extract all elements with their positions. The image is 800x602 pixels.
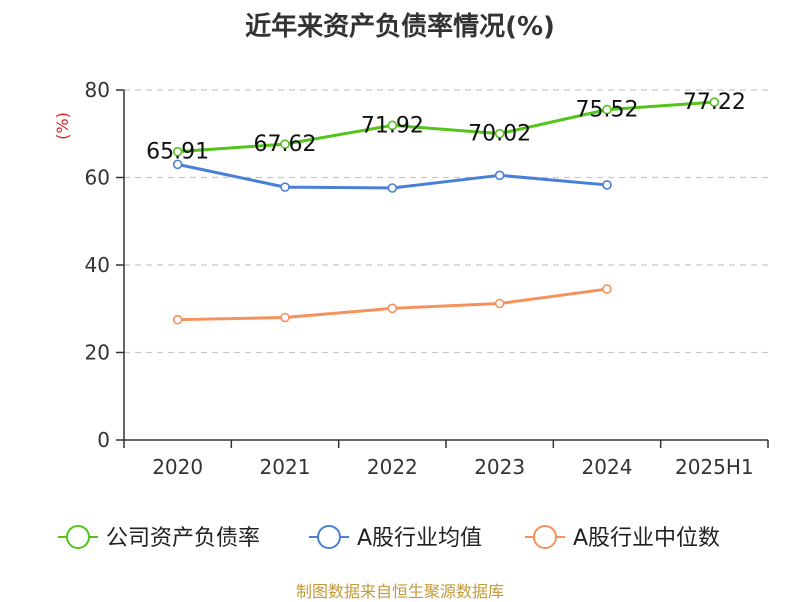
- data-point-1-2020: [172, 159, 183, 170]
- data-label-2023: 70.02: [468, 122, 531, 147]
- data-point-0-2021: [280, 139, 290, 149]
- data-point-0-2020: [172, 146, 183, 157]
- legend-item-1: A股行业均值: [309, 525, 482, 551]
- legend-label-1: A股行业均值: [357, 526, 482, 551]
- data-label-2025H1: 77.22: [683, 90, 746, 115]
- y-tick-label-20: 20: [85, 341, 110, 365]
- data-point-2-2024: [602, 284, 612, 294]
- y-tick-label-60: 60: [85, 166, 110, 190]
- x-tick-label-2025H1: 2025H1: [675, 455, 754, 479]
- x-tick-label-2024: 2024: [582, 455, 633, 479]
- data-label-2022: 71.92: [361, 113, 424, 138]
- legend-swatch-marker-0: [66, 525, 90, 549]
- data-point-2-2021: [280, 312, 290, 323]
- data-label-2024: 75.52: [576, 98, 639, 123]
- data-point-0-2022: [387, 120, 398, 131]
- legend: 公司资产负债率 A股行业均值 A股行业中位数: [58, 525, 720, 551]
- y-tick-label-0: 0: [97, 428, 110, 452]
- data-labels-layer: 65.91 67.62 71.92 70.02 75.52 77.22: [146, 90, 746, 164]
- data-point-0-2024: [602, 104, 612, 115]
- x-tick-label-2020: 2020: [152, 455, 203, 479]
- x-tick-label-2022: 2022: [367, 455, 418, 479]
- data-label-2021: 67.62: [254, 132, 317, 157]
- legend-item-0: 公司资产负债率: [58, 525, 260, 551]
- data-point-1-2024: [602, 180, 612, 190]
- data-point-0-2025H1: [709, 97, 720, 107]
- axes: 0 20 40 60 80 (%) 2020 2021 2022 2023 2024 2025H1: [53, 78, 769, 479]
- data-point-2-2023: [494, 298, 505, 309]
- data-point-2-2022: [387, 303, 398, 314]
- x-tick-label-2023: 2023: [474, 455, 525, 479]
- source-note: 制图数据来自恒生聚源数据库: [295, 582, 504, 601]
- data-point-1-2022: [387, 183, 398, 193]
- y-tick-label-80: 80: [85, 78, 110, 102]
- legend-swatch-marker-1: [317, 525, 341, 549]
- legend-label-2: A股行业中位数: [573, 526, 720, 551]
- data-point-2-2020: [172, 314, 183, 325]
- y-axis-label: (%): [53, 112, 72, 140]
- legend-item-2: A股行业中位数: [525, 525, 720, 551]
- legend-swatch-marker-2: [533, 525, 557, 549]
- chart-title: 近年来资产负债率情况(%): [245, 12, 555, 42]
- data-point-1-2023: [494, 170, 505, 181]
- x-tick-label-2021: 2021: [260, 455, 311, 479]
- data-label-2020: 65.91: [146, 140, 209, 165]
- data-point-1-2021: [280, 182, 290, 192]
- data-point-0-2023: [494, 128, 505, 139]
- y-tick-label-40: 40: [85, 253, 110, 277]
- grid-lines: [124, 89, 768, 354]
- series-layer: [172, 97, 720, 325]
- series-line-0: [177, 100, 715, 154]
- legend-label-0: 公司资产负债率: [106, 526, 260, 551]
